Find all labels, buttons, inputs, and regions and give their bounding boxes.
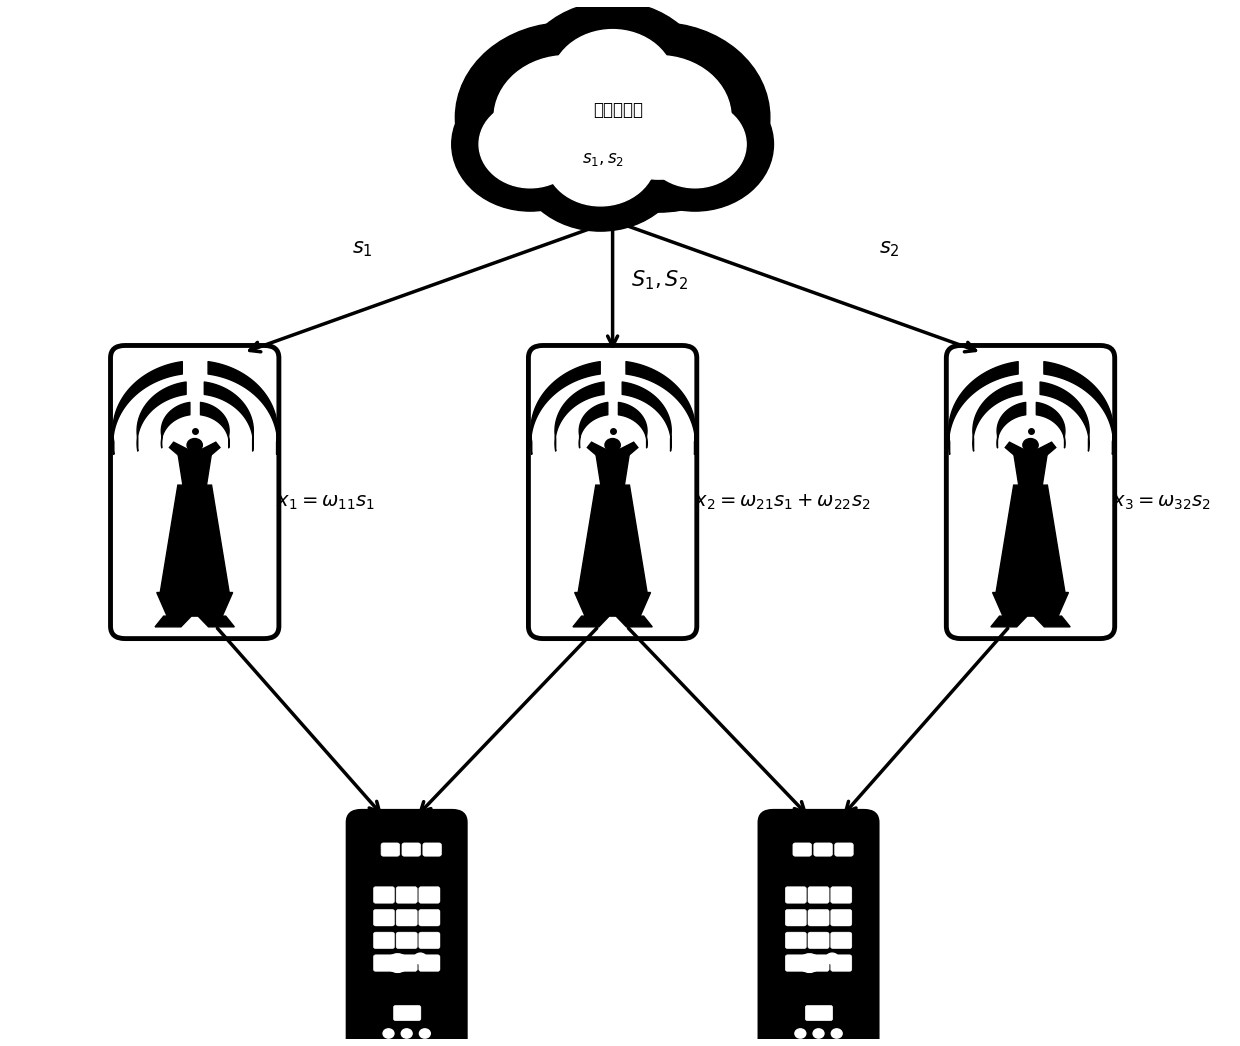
- FancyBboxPatch shape: [396, 887, 418, 904]
- FancyBboxPatch shape: [808, 955, 830, 972]
- Polygon shape: [155, 616, 191, 627]
- Circle shape: [616, 77, 774, 211]
- Circle shape: [455, 23, 678, 212]
- Circle shape: [813, 1029, 825, 1038]
- FancyBboxPatch shape: [393, 1005, 420, 1021]
- Text: $x_2 = \omega_{21}s_1 + \omega_{22}s_2$: $x_2 = \omega_{21}s_1 + \omega_{22}s_2$: [694, 493, 870, 511]
- Polygon shape: [991, 616, 1027, 627]
- Polygon shape: [156, 592, 233, 616]
- FancyBboxPatch shape: [946, 345, 1115, 639]
- Polygon shape: [1030, 442, 1055, 463]
- Circle shape: [518, 1, 708, 163]
- Circle shape: [826, 953, 838, 964]
- Circle shape: [479, 100, 582, 188]
- Circle shape: [605, 438, 620, 452]
- Circle shape: [402, 1029, 412, 1038]
- FancyBboxPatch shape: [792, 843, 811, 857]
- FancyBboxPatch shape: [381, 843, 399, 857]
- Polygon shape: [574, 592, 651, 616]
- FancyBboxPatch shape: [831, 909, 852, 926]
- FancyBboxPatch shape: [396, 932, 418, 949]
- FancyBboxPatch shape: [831, 887, 852, 904]
- Polygon shape: [996, 485, 1065, 592]
- Text: 中央处理器: 中央处理器: [594, 101, 644, 119]
- Circle shape: [831, 1029, 842, 1038]
- Polygon shape: [578, 485, 647, 592]
- FancyBboxPatch shape: [419, 909, 440, 926]
- FancyBboxPatch shape: [808, 887, 830, 904]
- Text: $s_2$: $s_2$: [879, 240, 900, 259]
- Circle shape: [551, 29, 675, 135]
- Polygon shape: [616, 616, 652, 627]
- Polygon shape: [613, 442, 637, 463]
- Polygon shape: [595, 453, 630, 485]
- Polygon shape: [198, 616, 234, 627]
- FancyBboxPatch shape: [373, 887, 394, 904]
- Polygon shape: [1006, 442, 1030, 463]
- FancyBboxPatch shape: [347, 810, 466, 1046]
- FancyBboxPatch shape: [835, 843, 853, 857]
- Circle shape: [187, 438, 202, 452]
- FancyBboxPatch shape: [423, 843, 441, 857]
- FancyBboxPatch shape: [813, 843, 832, 857]
- Polygon shape: [195, 442, 219, 463]
- Circle shape: [587, 55, 732, 179]
- Polygon shape: [1013, 453, 1048, 485]
- FancyBboxPatch shape: [528, 345, 697, 639]
- Polygon shape: [992, 592, 1069, 616]
- Polygon shape: [573, 616, 609, 627]
- Circle shape: [451, 77, 609, 211]
- Circle shape: [799, 954, 821, 973]
- Polygon shape: [160, 485, 229, 592]
- Text: $x_3 = \omega_{32}s_2$: $x_3 = \omega_{32}s_2$: [1112, 493, 1211, 511]
- FancyBboxPatch shape: [402, 843, 420, 857]
- FancyBboxPatch shape: [373, 955, 394, 972]
- Circle shape: [494, 55, 639, 179]
- FancyBboxPatch shape: [785, 955, 806, 972]
- Text: $s_1$: $s_1$: [352, 240, 373, 259]
- FancyBboxPatch shape: [373, 932, 394, 949]
- FancyBboxPatch shape: [808, 909, 830, 926]
- FancyBboxPatch shape: [396, 955, 418, 972]
- Polygon shape: [588, 442, 613, 463]
- Polygon shape: [177, 453, 212, 485]
- FancyBboxPatch shape: [831, 955, 852, 972]
- FancyBboxPatch shape: [419, 955, 440, 972]
- FancyBboxPatch shape: [805, 1005, 833, 1021]
- FancyBboxPatch shape: [419, 932, 440, 949]
- FancyBboxPatch shape: [785, 887, 806, 904]
- FancyBboxPatch shape: [419, 887, 440, 904]
- FancyBboxPatch shape: [110, 345, 279, 639]
- Text: $s_1, s_2$: $s_1, s_2$: [582, 150, 624, 167]
- Circle shape: [383, 1029, 394, 1038]
- Circle shape: [516, 86, 686, 231]
- Circle shape: [546, 112, 656, 206]
- Circle shape: [1023, 438, 1038, 452]
- Circle shape: [547, 23, 770, 212]
- Circle shape: [387, 954, 408, 973]
- Text: $S_1, S_2$: $S_1, S_2$: [631, 269, 688, 292]
- FancyBboxPatch shape: [785, 909, 806, 926]
- Polygon shape: [1034, 616, 1070, 627]
- Circle shape: [414, 953, 427, 964]
- FancyBboxPatch shape: [831, 932, 852, 949]
- FancyBboxPatch shape: [373, 909, 394, 926]
- FancyBboxPatch shape: [396, 909, 418, 926]
- FancyBboxPatch shape: [808, 932, 830, 949]
- Circle shape: [419, 1029, 430, 1038]
- FancyBboxPatch shape: [785, 932, 806, 949]
- Circle shape: [795, 1029, 806, 1038]
- Polygon shape: [170, 442, 195, 463]
- FancyBboxPatch shape: [759, 810, 878, 1046]
- Circle shape: [644, 100, 746, 188]
- Text: $x_1 = \omega_{11}s_1$: $x_1 = \omega_{11}s_1$: [277, 493, 376, 511]
